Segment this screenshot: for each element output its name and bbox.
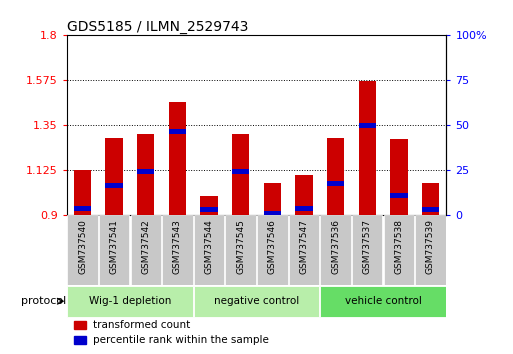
Bar — [327, 138, 344, 215]
Text: GSM737544: GSM737544 — [205, 219, 213, 274]
Bar — [321, 286, 446, 318]
Bar — [390, 193, 407, 198]
Bar — [99, 215, 129, 285]
Bar — [359, 81, 376, 215]
Text: percentile rank within the sample: percentile rank within the sample — [93, 335, 269, 345]
Bar — [352, 215, 382, 285]
Text: GSM737543: GSM737543 — [173, 219, 182, 274]
Bar — [137, 169, 154, 174]
Bar — [289, 215, 319, 285]
Text: GSM737545: GSM737545 — [236, 219, 245, 274]
Text: GSM737546: GSM737546 — [268, 219, 277, 274]
Text: GSM737540: GSM737540 — [78, 219, 87, 274]
Bar — [74, 321, 86, 329]
Bar — [295, 206, 312, 211]
Bar — [67, 215, 97, 285]
Bar — [169, 102, 186, 215]
Text: GSM737538: GSM737538 — [394, 219, 403, 274]
Text: GSM737542: GSM737542 — [141, 219, 150, 274]
Bar — [194, 215, 224, 285]
Bar — [194, 286, 319, 318]
Bar — [106, 183, 123, 188]
Text: transformed count: transformed count — [93, 320, 190, 330]
Text: GSM737537: GSM737537 — [363, 219, 372, 274]
Bar — [384, 215, 414, 285]
Text: GDS5185 / ILMN_2529743: GDS5185 / ILMN_2529743 — [67, 21, 248, 34]
Bar — [201, 207, 218, 212]
Bar — [359, 123, 376, 128]
Bar — [327, 181, 344, 186]
Text: GSM737539: GSM737539 — [426, 219, 435, 274]
Bar — [264, 211, 281, 216]
Text: protocol: protocol — [22, 296, 67, 306]
Bar — [67, 286, 192, 318]
Bar — [422, 207, 439, 212]
Bar — [74, 336, 86, 344]
Bar — [416, 215, 446, 285]
Text: Wig-1 depletion: Wig-1 depletion — [89, 296, 171, 306]
Bar — [162, 215, 192, 285]
Bar — [232, 169, 249, 174]
Bar — [74, 170, 91, 215]
Bar — [137, 135, 154, 215]
Bar — [74, 206, 91, 211]
Text: negative control: negative control — [214, 296, 299, 306]
Text: GSM737541: GSM737541 — [110, 219, 119, 274]
Text: vehicle control: vehicle control — [345, 296, 422, 306]
Bar — [106, 138, 123, 215]
Bar — [295, 175, 312, 215]
Bar — [232, 135, 249, 215]
Bar — [257, 215, 287, 285]
Bar — [169, 129, 186, 134]
Bar — [321, 215, 351, 285]
Bar — [201, 196, 218, 215]
Bar — [390, 139, 407, 215]
Bar — [226, 215, 256, 285]
Text: GSM737536: GSM737536 — [331, 219, 340, 274]
Bar — [422, 183, 439, 215]
Bar — [131, 215, 161, 285]
Bar — [264, 183, 281, 215]
Text: GSM737547: GSM737547 — [300, 219, 308, 274]
